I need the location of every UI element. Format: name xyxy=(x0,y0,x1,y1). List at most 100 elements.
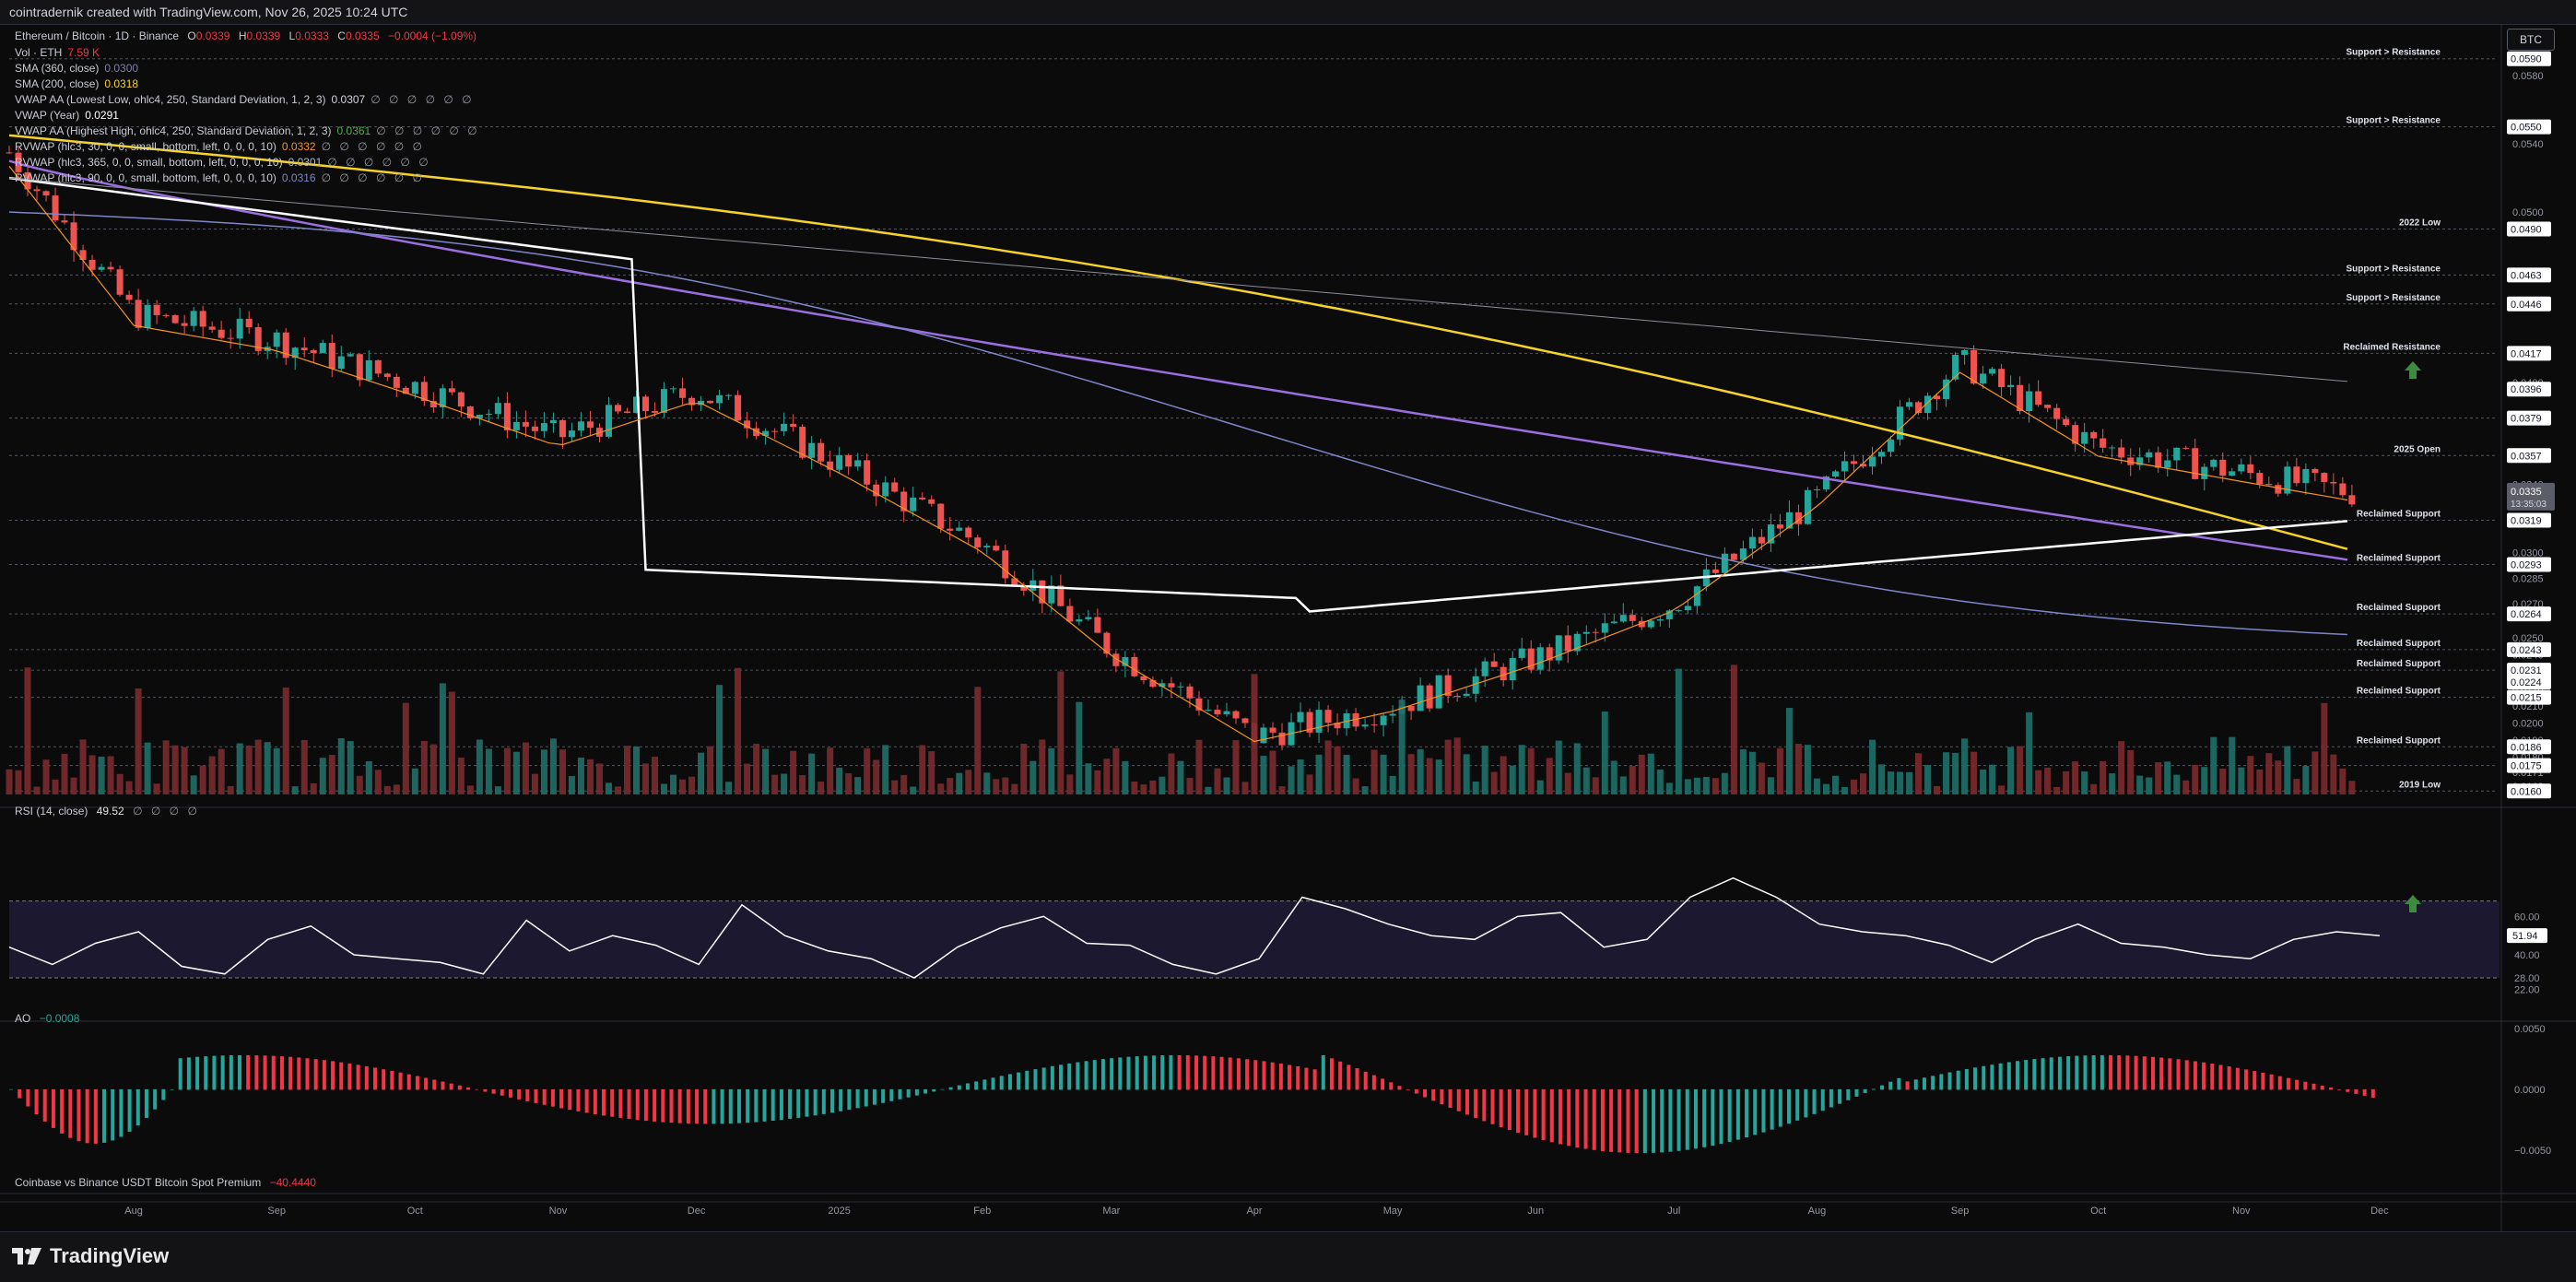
indicator-legend-value: 0.0300 xyxy=(104,62,139,75)
candle-body xyxy=(753,428,760,437)
sma-200-line xyxy=(8,134,2348,550)
candle-body xyxy=(928,499,935,504)
volume-bar xyxy=(466,785,474,794)
volume-bar xyxy=(503,747,511,794)
indicator-legend-row[interactable]: SMA (200, close) 0.0318 xyxy=(15,77,138,90)
candle-body xyxy=(2182,447,2190,449)
ao-bar xyxy=(2244,1069,2249,1090)
candle-body xyxy=(854,460,862,467)
time-tick-label: Sep xyxy=(267,1206,286,1217)
ao-bar xyxy=(1753,1088,1758,1135)
ao-bar xyxy=(271,1055,276,1090)
arrow-up-icon xyxy=(2405,361,2421,379)
volume-bar xyxy=(670,774,677,794)
volume-bar xyxy=(42,759,50,794)
ao-bar xyxy=(1288,1064,1292,1090)
volume-bar xyxy=(1241,782,1249,794)
volume-bar xyxy=(1711,778,1719,794)
volume-bar xyxy=(919,745,926,794)
last-price-box xyxy=(2507,482,2555,511)
ao-bar xyxy=(805,1088,809,1117)
ao-bar xyxy=(635,1088,640,1121)
ao-bar xyxy=(1219,1056,1224,1090)
ao-bar xyxy=(1652,1088,1656,1153)
candle-body xyxy=(1794,512,1802,524)
volume-bar xyxy=(1380,754,1387,794)
volume-bar xyxy=(725,782,733,794)
premium-label[interactable]: Coinbase vs Binance USDT Bitcoin Spot Pr… xyxy=(15,1176,262,1189)
candle-body xyxy=(688,397,696,406)
ao-bar xyxy=(517,1088,522,1100)
candle-body xyxy=(144,304,151,328)
volume-bar xyxy=(2118,741,2125,794)
candle-body xyxy=(1610,621,1617,624)
indicator-legend-row[interactable]: RVWAP (hlc3, 30, 0, 0, small, bottom, le… xyxy=(15,140,425,153)
ao-bar xyxy=(2286,1077,2290,1090)
ao-bar xyxy=(1440,1088,1444,1105)
candle-body xyxy=(771,430,779,432)
ao-bar xyxy=(1888,1081,1893,1090)
candle-body xyxy=(1444,675,1452,696)
ao-bar xyxy=(390,1070,394,1090)
volume-bar xyxy=(1370,749,1378,794)
candle-body xyxy=(1906,402,1913,407)
indicator-legend-row[interactable]: VWAP AA (Lowest Low, ohlc4, 250, Standar… xyxy=(15,93,475,106)
chart-canvas[interactable]: Support > Resistance Support > Resistance… xyxy=(0,24,2576,1231)
volume-bar xyxy=(402,702,409,794)
volume-bar xyxy=(1610,760,1617,794)
indicator-legend-row[interactable]: Vol · ETH 7.59 K xyxy=(15,46,100,59)
ao-bar xyxy=(2277,1076,2282,1090)
ao-bar xyxy=(1050,1065,1054,1090)
indicator-legend-label: RVWAP (hlc3, 365, 0, 0, small, bottom, l… xyxy=(15,156,283,169)
price-tick-label: 0.0500 xyxy=(2512,207,2544,218)
ao-bar xyxy=(2269,1074,2274,1090)
ao-bar xyxy=(93,1088,98,1144)
tradingview-logo[interactable]: TradingView xyxy=(11,1244,169,1268)
indicator-legend-row[interactable]: SMA (360, close) 0.0300 xyxy=(15,62,138,75)
candle-body xyxy=(2118,447,2125,458)
volume-bar xyxy=(1822,783,1829,794)
volume-bar xyxy=(605,782,612,794)
symbol-title[interactable]: Ethereum / Bitcoin · 1D · Binance xyxy=(15,29,180,42)
volume-bar xyxy=(135,688,142,794)
volume-bar xyxy=(1168,753,1175,794)
ao-bar xyxy=(1846,1088,1851,1100)
indicator-legend-row[interactable]: VWAP AA (Highest High, ohlc4, 250, Stand… xyxy=(15,124,480,137)
candle-body xyxy=(227,337,234,339)
indicator-legend-row[interactable]: RVWAP (hlc3, 365, 0, 0, small, bottom, l… xyxy=(15,156,431,169)
ao-bar xyxy=(677,1088,682,1123)
volume-bar xyxy=(1472,781,1479,794)
ao-bar xyxy=(457,1085,462,1090)
ao-label[interactable]: AO xyxy=(15,1012,31,1025)
volume-bar xyxy=(891,780,899,794)
ao-bar xyxy=(339,1062,344,1090)
volume-bar xyxy=(836,767,843,794)
volume-bar xyxy=(79,739,87,794)
volume-bar xyxy=(1361,786,1369,794)
volume-bar xyxy=(577,758,584,794)
indicator-legend-row[interactable]: RVWAP (hlc3, 90, 0, 0, small, bottom, le… xyxy=(15,171,425,184)
volume-bar xyxy=(144,742,151,794)
candle-body xyxy=(2035,391,2042,406)
candle-body xyxy=(1140,676,1147,681)
volume-bar xyxy=(1647,753,1654,794)
ao-bar xyxy=(712,1088,716,1124)
candle-body xyxy=(1002,550,1009,579)
ao-bar xyxy=(1567,1088,1571,1147)
candle-body xyxy=(1232,711,1240,719)
ao-bar xyxy=(1913,1079,1918,1090)
candle-body xyxy=(1361,724,1369,727)
rsi-label[interactable]: RSI (14, close) xyxy=(15,805,88,817)
ao-bar xyxy=(60,1088,65,1134)
candle-body xyxy=(1748,536,1756,549)
price-label: 0.0224 xyxy=(2511,677,2542,688)
candle-body xyxy=(125,294,133,300)
ao-bar xyxy=(18,1088,22,1099)
indicator-legend-row[interactable]: VWAP (Year) 0.0291 xyxy=(15,109,119,122)
volume-bar xyxy=(1398,700,1406,794)
volume-bar xyxy=(937,783,945,794)
volume-bar xyxy=(1076,701,1083,794)
currency-button[interactable]: BTC xyxy=(2507,29,2555,51)
candle-body xyxy=(2090,431,2098,439)
ao-bar xyxy=(119,1088,124,1137)
